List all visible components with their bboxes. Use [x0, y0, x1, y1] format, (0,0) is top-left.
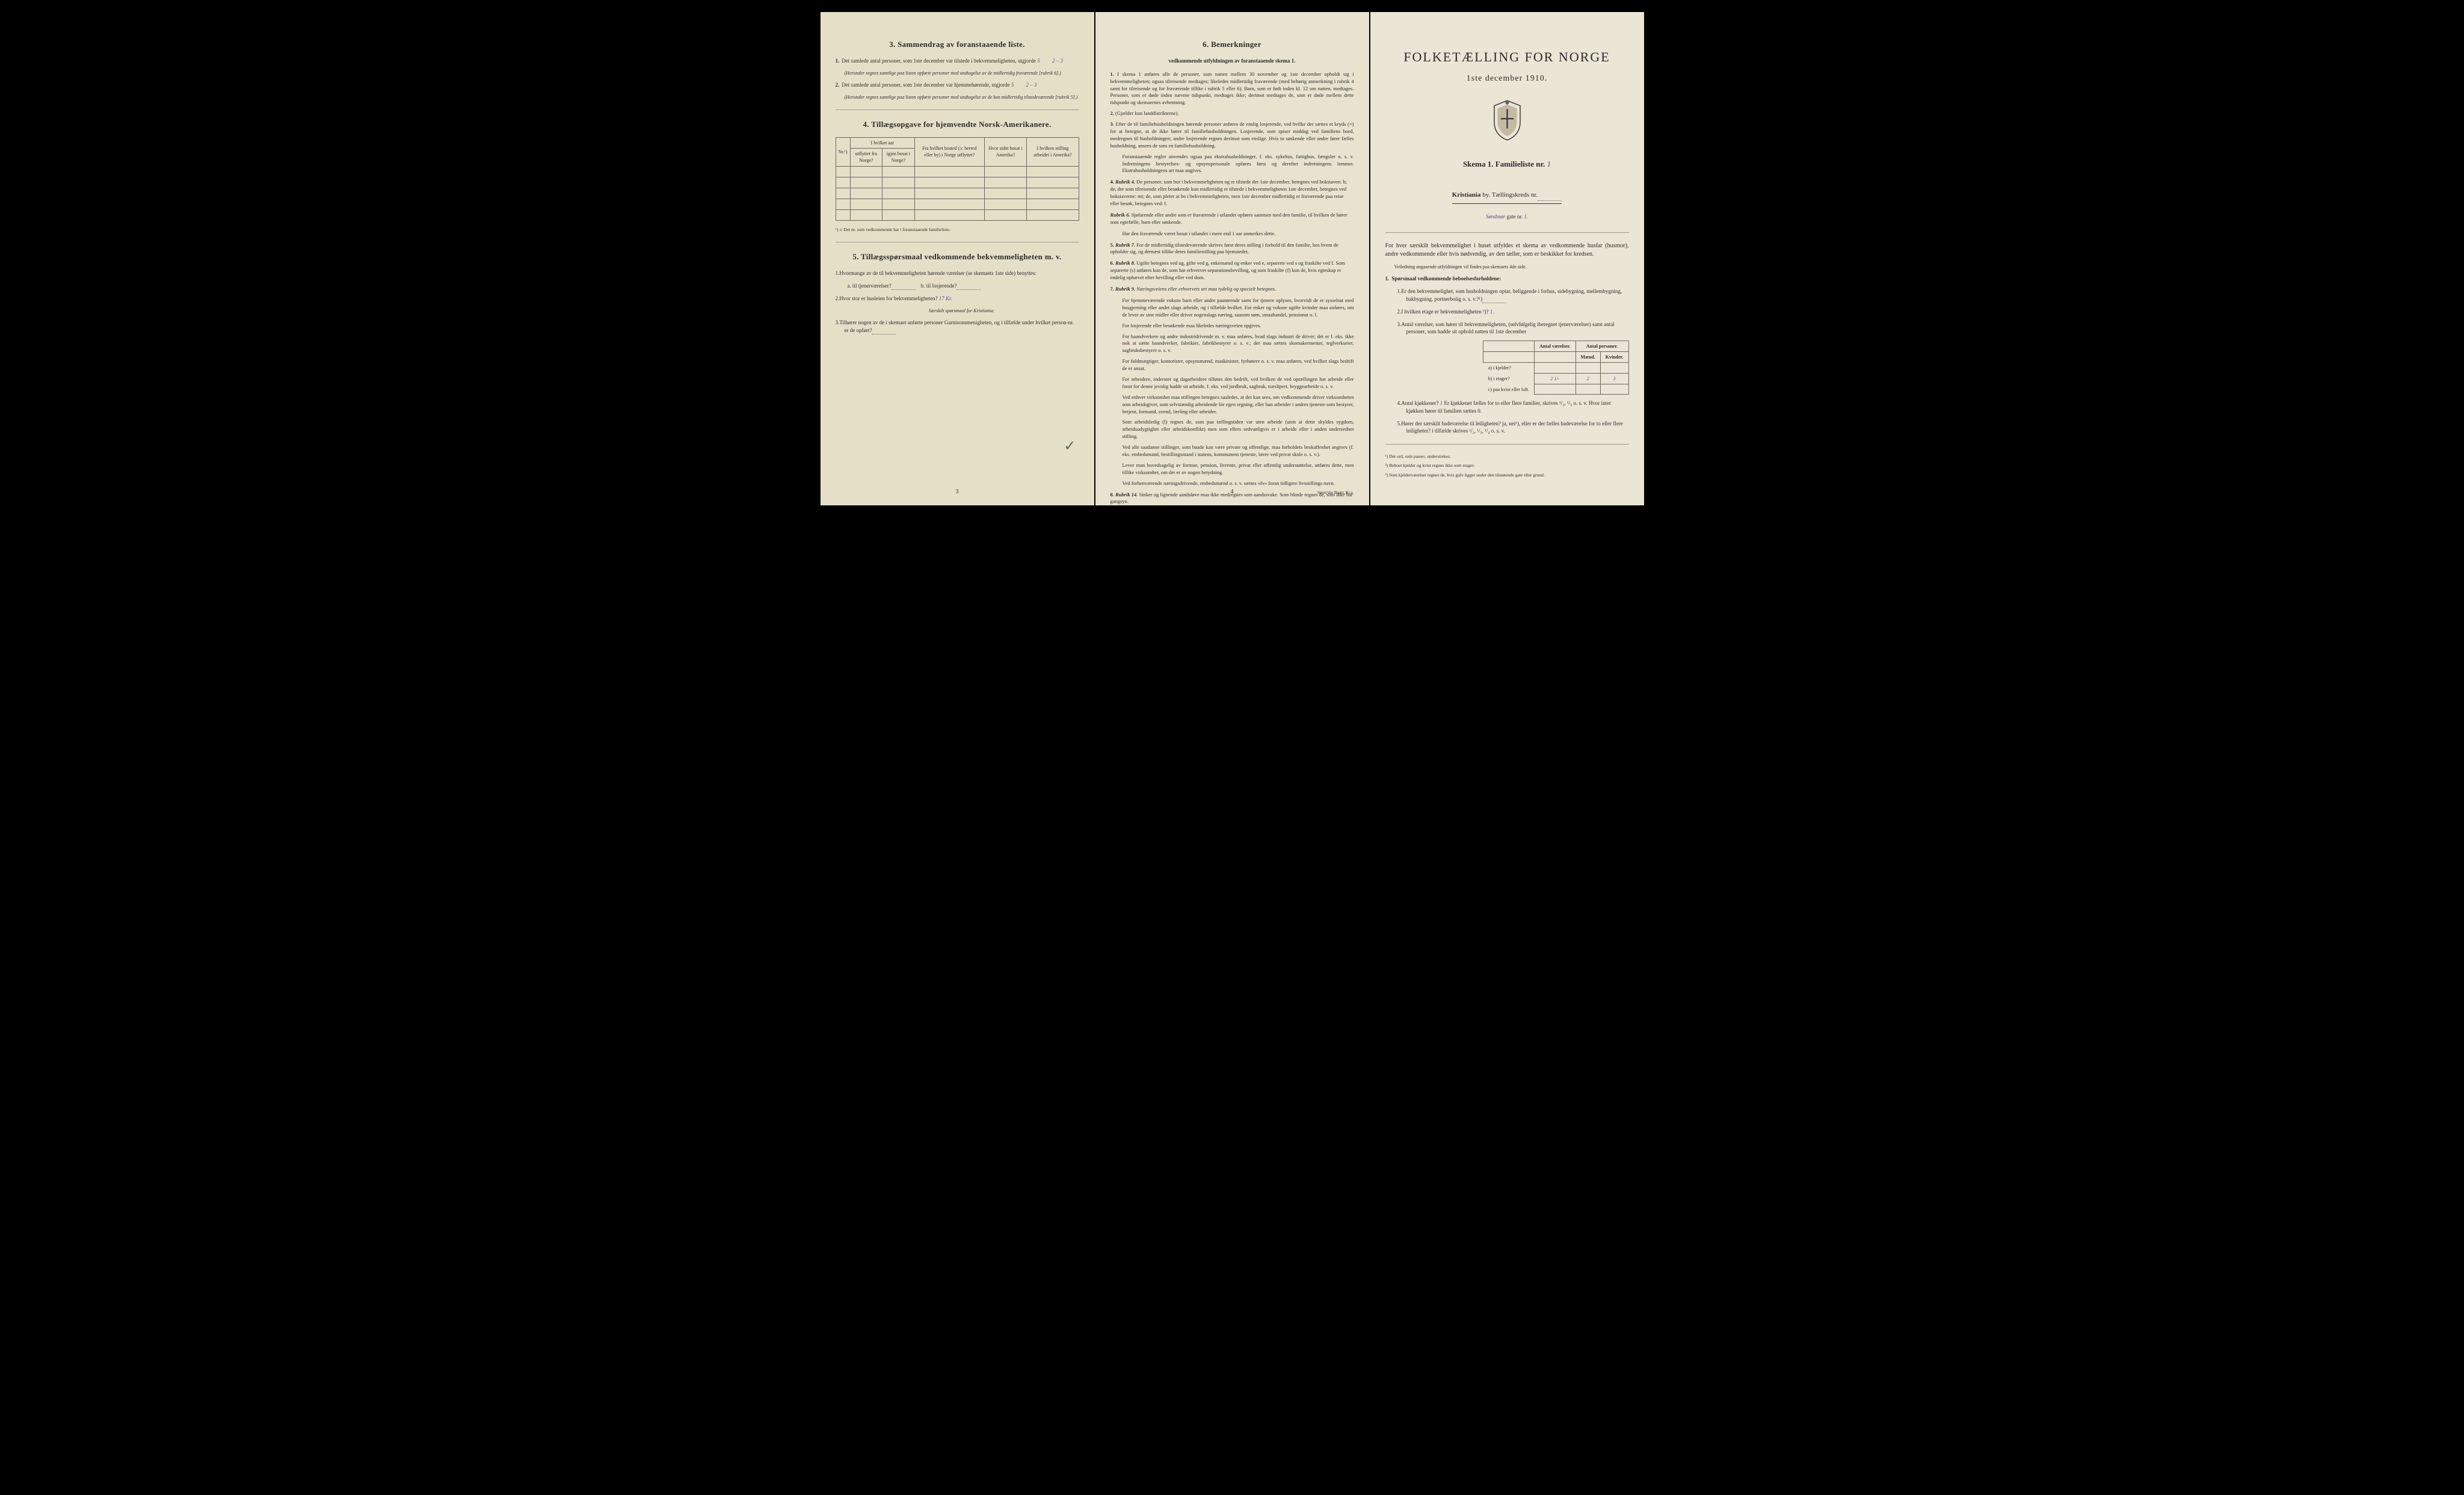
rubrik-7: 5. Rubrik 7. For de midlertidig tilstede…	[1110, 242, 1354, 256]
page-number: 4	[1231, 488, 1234, 496]
rubrik-9b: For losjerende eller besøkende maa likel…	[1123, 322, 1354, 330]
para-3b: Foranstaaende regler anvendes ogsaa paa …	[1123, 153, 1354, 175]
city-block: Kristiania by. Tællingskreds nr. Søndmør…	[1385, 182, 1629, 220]
rubrik-9h: Ved alle saadanne stillinger, som baade …	[1123, 444, 1354, 458]
rubrik-9e: For arbeidere, inderster og dagarbeidere…	[1123, 376, 1354, 390]
skema-line: Skema 1. Familieliste nr. 1	[1385, 159, 1629, 170]
rubrik-9i: Lever man hovedsagelig av formue, pensio…	[1123, 462, 1354, 476]
table-row	[836, 166, 1079, 177]
table-row: c) paa kvist eller loft.	[1483, 384, 1628, 395]
para-1: 1. I skema 1 anføres alle de personer, s…	[1110, 71, 1354, 106]
census-document: 3. Sammendrag av foranstaaende liste. 1.…	[821, 12, 1644, 505]
rubrik-9j: Ved forhenværende næringsdrivende, embed…	[1123, 480, 1354, 487]
item-3-1: 1.Det samlede antal personer, som 1ste d…	[836, 57, 1079, 65]
page-number: 3	[956, 488, 959, 496]
section-1-title: 1.Spørsmaal vedkommende beboelsesforhold…	[1385, 275, 1629, 283]
section-6-subtitle: vedkommende utfyldningen av foranstaaend…	[1110, 57, 1354, 65]
q5-1: 1.Hvormange av de til bekvemmeligheten h…	[836, 270, 1079, 277]
printer-note: Steen'ske Bogtr. Kr.a.	[1317, 490, 1354, 496]
rubrik-9c: For haandverkere og andre industridriven…	[1123, 333, 1354, 355]
q1-2: 2.I hvilken etage er bekvemmeligheten ²)…	[1397, 308, 1629, 316]
q5-2-note: Særskilt spørsmaal for Kristiania:	[845, 307, 1079, 314]
divider	[1385, 232, 1629, 233]
rubrik-8: 6. Rubrik 8. Ugifte betegnes ved ug, gif…	[1110, 260, 1354, 282]
page-4: 6. Bemerkninger vedkommende utfyldningen…	[1095, 12, 1369, 505]
q5-2: 2.Hvor stor er husleien for bekvemmeligh…	[836, 295, 1079, 303]
q1-5: 5.Hører der særskilt badeværelse til lei…	[1397, 420, 1629, 435]
rubrik-9f: Ved enhver virksomhet maa stillingen bet…	[1123, 394, 1354, 416]
date-line: 1ste december 1910.	[1385, 73, 1629, 85]
q5-1-sub: a. til tjenerværelser? b. til losjerende…	[848, 282, 1079, 291]
item-3-2-note: (Herunder regnes samtlige paa listen opf…	[845, 94, 1079, 100]
q1-3: 3.Antal værelser, som hører til bekvemme…	[1397, 321, 1629, 336]
section-4-footnote: ¹) ɔ: Det nr. som vedkommende har i fora…	[836, 227, 1079, 233]
item-3-2: 2.Det samlede antal personer, som 1ste d…	[836, 81, 1079, 89]
table-row	[836, 177, 1079, 188]
table-row	[836, 199, 1079, 209]
rubrik-9: 7. Rubrik 9. Næringsveiens eller erhverv…	[1110, 286, 1354, 293]
item-3-1-note: (Herunder regnes samtlige paa listen opf…	[845, 70, 1079, 76]
table-row	[836, 209, 1079, 220]
divider	[1385, 444, 1629, 445]
page-3: 3. Sammendrag av foranstaaende liste. 1.…	[821, 12, 1094, 505]
rubrik-4: 4. Rubrik 4. De personer, som bor i bekv…	[1110, 179, 1354, 208]
page-1: FOLKETÆLLING FOR NORGE 1ste december 191…	[1370, 12, 1644, 505]
main-title: FOLKETÆLLING FOR NORGE	[1385, 48, 1629, 67]
checkmark-icon: ✓	[1064, 437, 1076, 457]
divider	[836, 109, 1079, 110]
q1-4: 4.Antal kjøkkener? 1 Er kjøkkenet fælles…	[1397, 399, 1629, 415]
table-row	[836, 188, 1079, 199]
section-5-title: 5. Tillægsspørsmaal vedkommende bekvemme…	[836, 251, 1079, 262]
table-row: a) i kjelder?	[1483, 363, 1628, 374]
footnote-3: ³) Som kjelderværelser regnes de, hvis g…	[1385, 472, 1629, 479]
para-2: 2. (Gjælder kun landdistrikterne).	[1110, 110, 1354, 117]
rooms-table: Antal værelser. Antal personer. Mænd. Kv…	[1483, 341, 1628, 395]
crest-icon	[1385, 99, 1629, 144]
section-3-title: 3. Sammendrag av foranstaaende liste.	[836, 39, 1079, 50]
intro-para: For hver særskilt bekvemmelighet i huset…	[1385, 242, 1629, 259]
section-6-title: 6. Bemerkninger	[1110, 39, 1354, 50]
footnote-2: ²) Beboet kjelder og kvist regnes ikke s…	[1385, 463, 1629, 469]
rubrik-6b: Har den fraværende været bosat i utlande…	[1123, 230, 1354, 238]
intro-note: Veiledning angaaende utfyldningen vil fi…	[1394, 264, 1629, 270]
rubrik-9d: For fuldmægtiger, kontorister, opsynsmæn…	[1123, 358, 1354, 372]
q5-3: 3.Tilhører nogen av de i skemaet anførte…	[836, 319, 1079, 334]
table-row: b) i etager? 2 1/- 2 3	[1483, 373, 1628, 384]
q1-1: 1.Er den bekvemmelighet, som husholdning…	[1397, 288, 1629, 303]
rubrik-6: Rubrik 6. Sjøfarende eller andre som er …	[1110, 212, 1354, 226]
section-4-title: 4. Tillægsopgave for hjemvendte Norsk-Am…	[836, 119, 1079, 130]
para-3: 3. Efter de til familiehusholdningen hør…	[1110, 121, 1354, 150]
amerikanere-table: Nr.¹) I hvilket aar Fra hvilket bosted (…	[836, 137, 1079, 221]
footnote-1: ¹) Det ord, som passer, understrekes.	[1385, 454, 1629, 460]
rubrik-9a: For hjemmeværende voksne barn eller andr…	[1123, 297, 1354, 319]
rubrik-9g: Som arbeidsledig (l) regnes de, som paa …	[1123, 419, 1354, 440]
